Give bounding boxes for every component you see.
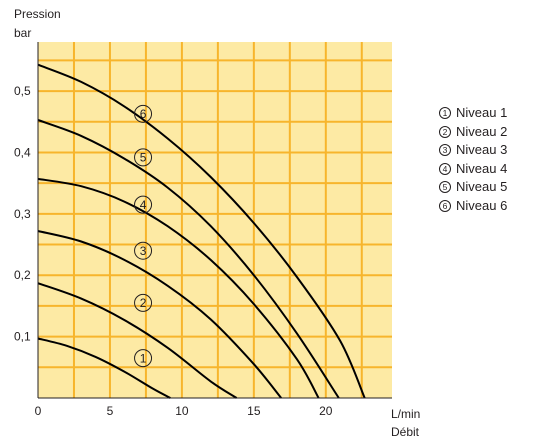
curve-markers: 1 2 3 4 5 6 bbox=[134, 104, 153, 368]
legend-label: Niveau 5 bbox=[456, 179, 508, 194]
curve-marker-4: 4 bbox=[134, 195, 153, 214]
legend-item: 2 Niveau 2 bbox=[439, 123, 507, 142]
curve-marker-circle bbox=[134, 241, 153, 260]
y-tick-label: 0,4 bbox=[14, 145, 31, 159]
curve-marker-label: 1 bbox=[140, 351, 147, 365]
legend-marker: 4 bbox=[439, 162, 451, 175]
curve-marker-label: 6 bbox=[140, 107, 147, 121]
x-axis-title-line1: L/min bbox=[391, 407, 420, 421]
curve-marker-circle bbox=[134, 195, 153, 214]
curve-marker-2: 2 bbox=[134, 293, 153, 312]
legend-label: Niveau 4 bbox=[456, 160, 508, 176]
legend-marker: 3 bbox=[439, 144, 451, 157]
tick-labels: 0 5 10 15 200,10,20,30,40,5 bbox=[14, 84, 333, 418]
legend-item: 1 Niveau 1 bbox=[439, 104, 507, 123]
x-tick-label: 0 bbox=[35, 404, 42, 418]
curve-niveau-6 bbox=[37, 63, 366, 399]
curve-marker-circle bbox=[134, 349, 153, 368]
curve-marker-label: 4 bbox=[140, 198, 147, 212]
curve-marker-5: 5 bbox=[134, 148, 153, 167]
curve-marker-label: 2 bbox=[140, 296, 147, 310]
legend-marker: 6 bbox=[439, 199, 451, 212]
curve-niveau-4 bbox=[37, 177, 320, 399]
curve-marker-6: 6 bbox=[134, 104, 153, 123]
y-tick-label: 0,3 bbox=[14, 207, 31, 221]
legend-marker: 2 bbox=[439, 125, 451, 138]
y-tick-label: 0,1 bbox=[14, 330, 31, 344]
curve-marker-circle bbox=[134, 293, 153, 312]
legend-label: Niveau 2 bbox=[456, 123, 508, 139]
curve-niveau-1 bbox=[37, 337, 171, 399]
y-tick-label: 0,5 bbox=[14, 84, 31, 98]
curve-marker-circle bbox=[134, 104, 153, 123]
curve-marker-1: 1 bbox=[134, 349, 153, 368]
legend-marker: 1 bbox=[439, 107, 451, 120]
legend-item: 6 Niveau 6 bbox=[439, 197, 507, 216]
x-tick-label: 15 bbox=[247, 404, 261, 418]
legend-item: 3 Niveau 3 bbox=[439, 141, 507, 160]
legend: 1 Niveau 1 2 Niveau 2 3 Niveau 3 4 Niveau 4 5 Niv… bbox=[439, 104, 507, 215]
curve-niveau-3 bbox=[37, 230, 282, 399]
legend-marker: 5 bbox=[439, 181, 451, 194]
x-tick-label: 20 bbox=[319, 404, 333, 418]
curve-marker-label: 5 bbox=[140, 151, 147, 165]
curve-marker-label: 3 bbox=[140, 244, 147, 258]
curve-niveau-5 bbox=[37, 119, 340, 399]
axes bbox=[37, 42, 392, 399]
y-tick-label: 0,2 bbox=[14, 268, 31, 282]
legend-label: Niveau 1 bbox=[456, 105, 508, 120]
curve-niveau-2 bbox=[37, 282, 238, 399]
legend-label: Niveau 6 bbox=[456, 197, 508, 213]
y-axis-title-line2: bar bbox=[14, 26, 31, 40]
x-tick-label: 10 bbox=[175, 404, 189, 418]
plot-area bbox=[38, 42, 392, 398]
legend-item: 5 Niveau 5 bbox=[439, 178, 507, 197]
curves bbox=[37, 63, 366, 399]
legend-label: Niveau 3 bbox=[456, 142, 508, 157]
x-tick-label: 5 bbox=[107, 404, 114, 418]
curve-marker-3: 3 bbox=[134, 241, 153, 260]
y-axis-title-line1: Pression bbox=[14, 7, 61, 21]
legend-item: 4 Niveau 4 bbox=[439, 160, 507, 179]
x-axis-title-line2: Débit bbox=[391, 425, 420, 439]
curve-marker-circle bbox=[134, 148, 153, 167]
